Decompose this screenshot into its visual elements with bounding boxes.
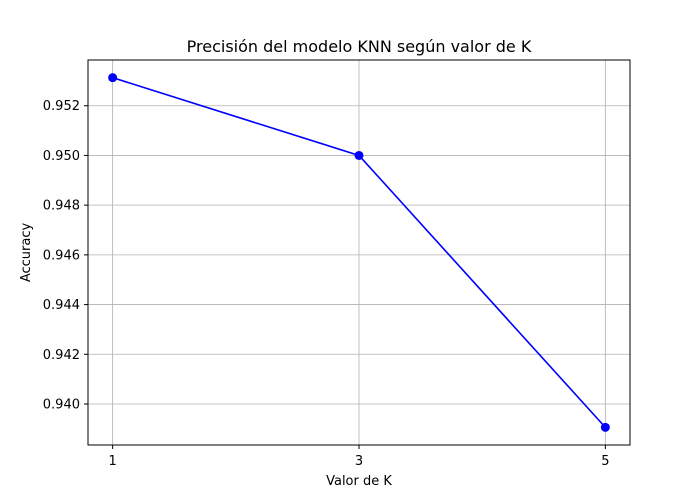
y-tick-label: 0.948: [43, 199, 80, 214]
y-tick-label: 0.942: [43, 348, 80, 363]
plot-area-frame: [87, 59, 631, 446]
y-tick-label: 0.950: [43, 149, 80, 164]
y-tick-label: 0.944: [43, 298, 80, 313]
data-point: [108, 73, 118, 83]
y-tick-label: 0.946: [43, 248, 80, 263]
chart-title: Precisión del modelo KNN según valor de …: [187, 37, 532, 56]
x-axis-label: Valor de K: [326, 474, 392, 489]
data-series: [108, 73, 610, 432]
y-tick-label: 0.940: [43, 397, 80, 412]
data-point: [600, 422, 610, 432]
x-tick-label: 1: [108, 454, 116, 469]
x-tick-label: 3: [355, 454, 363, 469]
y-axis-label: Accuracy: [19, 223, 34, 283]
x-tick-label: 5: [601, 454, 609, 469]
y-tick-label: 0.952: [43, 99, 80, 114]
axis-ticks: 1 3 5 0.940 0.942 0.944 0.946 0.948 0.950 0.952: [43, 99, 610, 469]
data-point: [354, 150, 364, 160]
grid-lines: [88, 60, 630, 445]
